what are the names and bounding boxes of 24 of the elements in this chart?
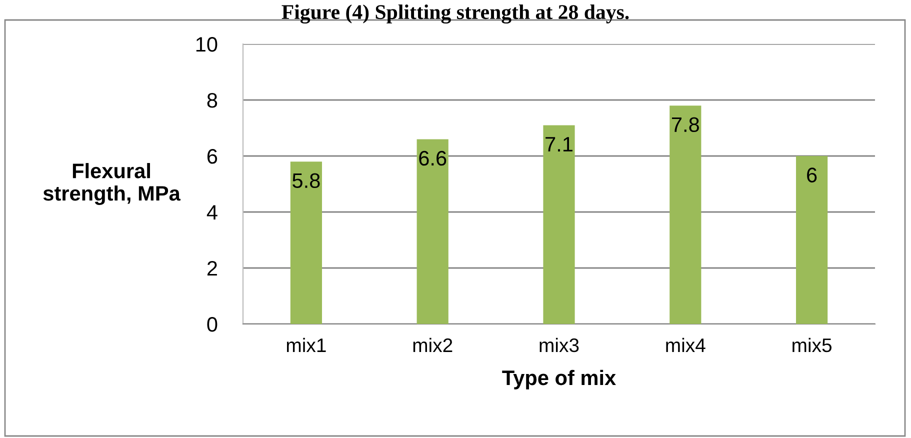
- data-label: 7.8: [672, 117, 699, 132]
- y-tick-label: 4: [206, 205, 218, 220]
- y-axis-title: Flexural strength, MPa: [43, 163, 181, 205]
- bar: [416, 139, 448, 324]
- y-tick-label: 10: [196, 37, 218, 52]
- x-axis-title: Type of mix: [502, 370, 616, 390]
- data-label: 5.8: [292, 173, 320, 188]
- bar: [543, 125, 575, 324]
- x-tick-label: mix3: [540, 338, 579, 352]
- y-tick-label: 6: [207, 149, 218, 164]
- bar: [796, 156, 828, 324]
- y-tick-label: 2: [207, 261, 217, 276]
- bar: [670, 106, 702, 324]
- chart-title: Figure (4) Splitting strength at 28 days.: [282, 4, 629, 24]
- x-tick-label: mix2: [413, 338, 452, 352]
- data-label: 7.1: [546, 137, 572, 152]
- x-tick-label: mix4: [666, 338, 706, 352]
- x-tick-label: mix5: [792, 338, 832, 352]
- data-label: 6.6: [419, 150, 446, 166]
- x-tick-label: mix1: [286, 338, 326, 352]
- y-tick-label: 0: [207, 317, 218, 332]
- bar: [290, 162, 322, 324]
- data-label: 6: [807, 168, 817, 182]
- y-tick-label: 8: [207, 93, 218, 108]
